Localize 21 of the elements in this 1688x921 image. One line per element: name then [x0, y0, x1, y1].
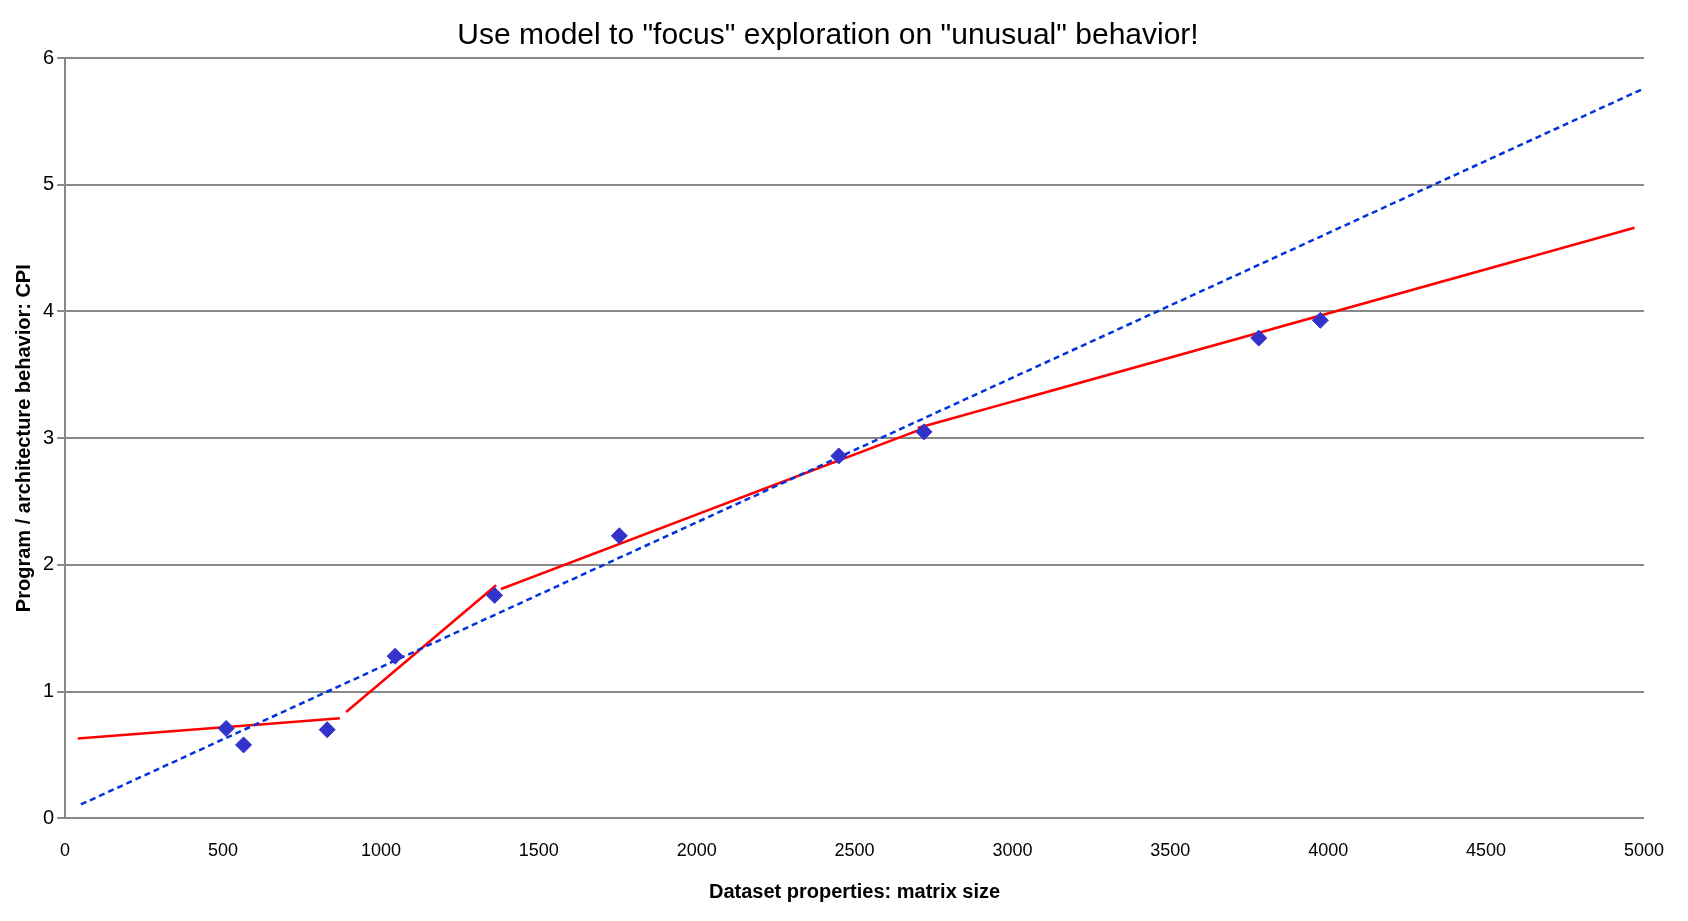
y-tick-label: 5 — [43, 172, 55, 195]
y-axis-title: Program / architecture behavior: CPI — [11, 264, 34, 613]
x-tick-label: 1000 — [360, 840, 401, 861]
y-tick-label: 2 — [43, 552, 55, 575]
x-tick-label: 500 — [207, 840, 239, 861]
x-tick-label: 4000 — [1308, 840, 1349, 861]
y-tick-label: 3 — [43, 425, 55, 448]
y-tick-label: 4 — [43, 298, 55, 321]
y-tick-label: 0 — [43, 805, 55, 828]
x-tick-label: 3500 — [1150, 840, 1191, 861]
y-tick-label: 6 — [43, 45, 55, 68]
chart-title: Use model to "focus" exploration on "unusual" behavior! — [457, 17, 1199, 51]
x-tick-label: 5000 — [1623, 840, 1664, 861]
x-tick-label: 1500 — [518, 840, 559, 861]
x-tick-label: 4500 — [1466, 840, 1507, 861]
x-tick-label: 0 — [60, 840, 71, 861]
x-tick-label: 2500 — [834, 840, 875, 861]
x-tick-label: 2000 — [676, 840, 717, 861]
y-tick-label: 1 — [43, 679, 55, 702]
x-axis-title: Dataset properties: matrix size — [708, 879, 1001, 902]
x-tick-label: 3000 — [992, 840, 1033, 861]
